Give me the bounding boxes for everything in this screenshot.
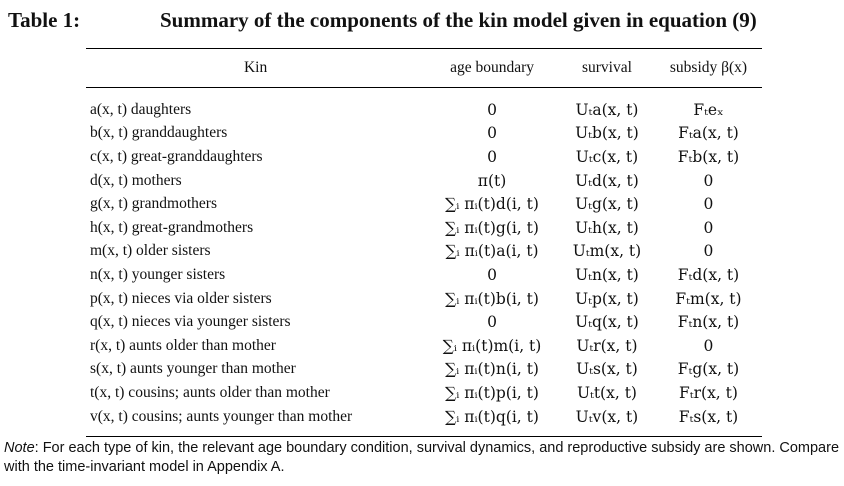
table-caption: Table 1: Summary of the components of th… <box>8 6 838 38</box>
cell-subsidy: 0 <box>703 336 714 355</box>
cell-age-boundary: 0 <box>487 124 497 143</box>
cell-kin: d(x, t) mothers <box>90 171 182 189</box>
cell-subsidy: Fₜd(x, t) <box>677 265 740 284</box>
table-row: b(x, t) granddaughters 0 Uₜb(x, t) Fₜa(x, t… <box>86 122 762 146</box>
cell-age-boundary: ∑ᵢ πᵢ(t)g(i, t) <box>445 218 539 237</box>
cell-subsidy: Fₜeₓ <box>693 100 724 119</box>
cell-kin: b(x, t) granddaughters <box>90 124 228 142</box>
cell-survival: Uₜr(x, t) <box>576 336 638 355</box>
cell-kin: n(x, t) younger sisters <box>90 265 226 283</box>
cell-age-boundary: ∑ᵢ πᵢ(t)n(i, t) <box>445 360 539 379</box>
cell-age-boundary: 0 <box>487 147 497 166</box>
cell-survival: Uₜa(x, t) <box>575 100 639 119</box>
cell-subsidy: Fₜr(x, t) <box>679 383 738 402</box>
note-label: Note <box>4 440 35 456</box>
header-survival: survival <box>581 59 632 76</box>
header-row: Kin age boundary survival subsidy β(x) <box>86 48 762 88</box>
cell-survival: Uₜp(x, t) <box>575 289 639 308</box>
cell-age-boundary: 0 <box>487 100 497 119</box>
cell-age-boundary: ∑ᵢ πᵢ(t)d(i, t) <box>445 195 539 214</box>
cell-survival: Uₜm(x, t) <box>572 242 642 261</box>
header-subsidy: subsidy β(x) <box>669 59 748 76</box>
cell-subsidy: Fₜn(x, t) <box>677 313 740 332</box>
cell-kin: m(x, t) older sisters <box>90 242 211 260</box>
cell-survival: Uₜh(x, t) <box>575 218 639 237</box>
cell-kin: q(x, t) nieces via younger sisters <box>90 313 291 331</box>
cell-kin: r(x, t) aunts older than mother <box>90 336 276 354</box>
note-text: : For each type of kin, the relevant age… <box>4 440 840 475</box>
cell-age-boundary: ∑ᵢ πᵢ(t)q(i, t) <box>445 407 539 426</box>
table-body: a(x, t) daughters 0 Uₜa(x, t) Fₜeₓ b(x, t) g… <box>86 88 762 437</box>
header-kin: Kin <box>243 59 268 76</box>
cell-subsidy: 0 <box>703 195 714 214</box>
table-row: v(x, t) cousins; aunts younger than moth… <box>86 405 762 437</box>
kin-components-table: Kin age boundary survival subsidy β(x) a… <box>86 48 762 437</box>
table-row: t(x, t) cousins; aunts older than mother… <box>86 381 762 405</box>
cell-age-boundary: 0 <box>487 313 497 332</box>
cell-kin: t(x, t) cousins; aunts older than mother <box>90 383 330 401</box>
cell-survival: Uₜb(x, t) <box>575 124 639 143</box>
table-row: r(x, t) aunts older than mother ∑ᵢ πᵢ(t)m… <box>86 334 762 358</box>
cell-kin: g(x, t) grandmothers <box>90 195 217 213</box>
table-row: n(x, t) younger sisters 0 Uₜn(x, t) Fₜd(x, … <box>86 263 762 287</box>
cell-subsidy: Fₜs(x, t) <box>678 407 739 426</box>
table-label: Table 1: <box>8 8 81 32</box>
table-row: q(x, t) nieces via younger sisters 0 Uₜq(x… <box>86 310 762 334</box>
table-row: c(x, t) great-granddaughters 0 Uₜc(x, t) Fₜ… <box>86 145 762 169</box>
cell-kin: c(x, t) great-granddaughters <box>90 147 263 165</box>
table-row: g(x, t) grandmothers ∑ᵢ πᵢ(t)d(i, t) Uₜg(x… <box>86 192 762 216</box>
cell-subsidy: Fₜb(x, t) <box>677 147 740 166</box>
cell-subsidy: Fₜm(x, t) <box>675 289 742 308</box>
cell-survival: Uₜv(x, t) <box>575 407 639 426</box>
cell-age-boundary: ∑ᵢ πᵢ(t)p(i, t) <box>445 383 539 402</box>
cell-kin: p(x, t) nieces via older sisters <box>90 289 272 307</box>
cell-subsidy: 0 <box>703 218 714 237</box>
cell-subsidy: Fₜa(x, t) <box>678 124 739 143</box>
cell-survival: Uₜd(x, t) <box>575 171 639 190</box>
table-note: Note: For each type of kin, the relevant… <box>4 439 840 477</box>
cell-survival: Uₜs(x, t) <box>576 360 638 379</box>
table-row: d(x, t) mothers π(t) Uₜd(x, t) 0 <box>86 169 762 193</box>
cell-subsidy: 0 <box>703 171 714 190</box>
table-title: Summary of the components of the kin mod… <box>160 8 757 32</box>
table-row: m(x, t) older sisters ∑ᵢ πᵢ(t)a(i, t) Uₜm(… <box>86 240 762 264</box>
cell-survival: Uₜt(x, t) <box>576 383 637 402</box>
cell-survival: Uₜg(x, t) <box>575 195 639 214</box>
table-row: h(x, t) great-grandmothers ∑ᵢ πᵢ(t)g(i, t… <box>86 216 762 240</box>
cell-subsidy: 0 <box>703 242 714 261</box>
table-row: s(x, t) aunts younger than mother ∑ᵢ πᵢ(t… <box>86 358 762 382</box>
cell-age-boundary: ∑ᵢ πᵢ(t)b(i, t) <box>445 289 539 308</box>
cell-survival: Uₜc(x, t) <box>575 147 639 166</box>
cell-kin: s(x, t) aunts younger than mother <box>90 360 296 378</box>
cell-age-boundary: ∑ᵢ πᵢ(t)a(i, t) <box>445 242 539 261</box>
header-age-boundary: age boundary <box>450 59 535 76</box>
cell-kin: v(x, t) cousins; aunts younger than moth… <box>90 407 353 425</box>
table-row: p(x, t) nieces via older sisters ∑ᵢ πᵢ(t)… <box>86 287 762 311</box>
cell-kin: a(x, t) daughters <box>90 100 192 118</box>
cell-survival: Uₜq(x, t) <box>575 313 639 332</box>
cell-age-boundary: ∑ᵢ πᵢ(t)m(i, t) <box>442 336 542 355</box>
cell-subsidy: Fₜg(x, t) <box>677 360 740 379</box>
table-row: a(x, t) daughters 0 Uₜa(x, t) Fₜeₓ <box>86 88 762 122</box>
cell-age-boundary: 0 <box>487 265 497 284</box>
cell-age-boundary: π(t) <box>477 171 507 190</box>
cell-survival: Uₜn(x, t) <box>575 265 639 284</box>
cell-kin: h(x, t) great-grandmothers <box>90 218 254 236</box>
